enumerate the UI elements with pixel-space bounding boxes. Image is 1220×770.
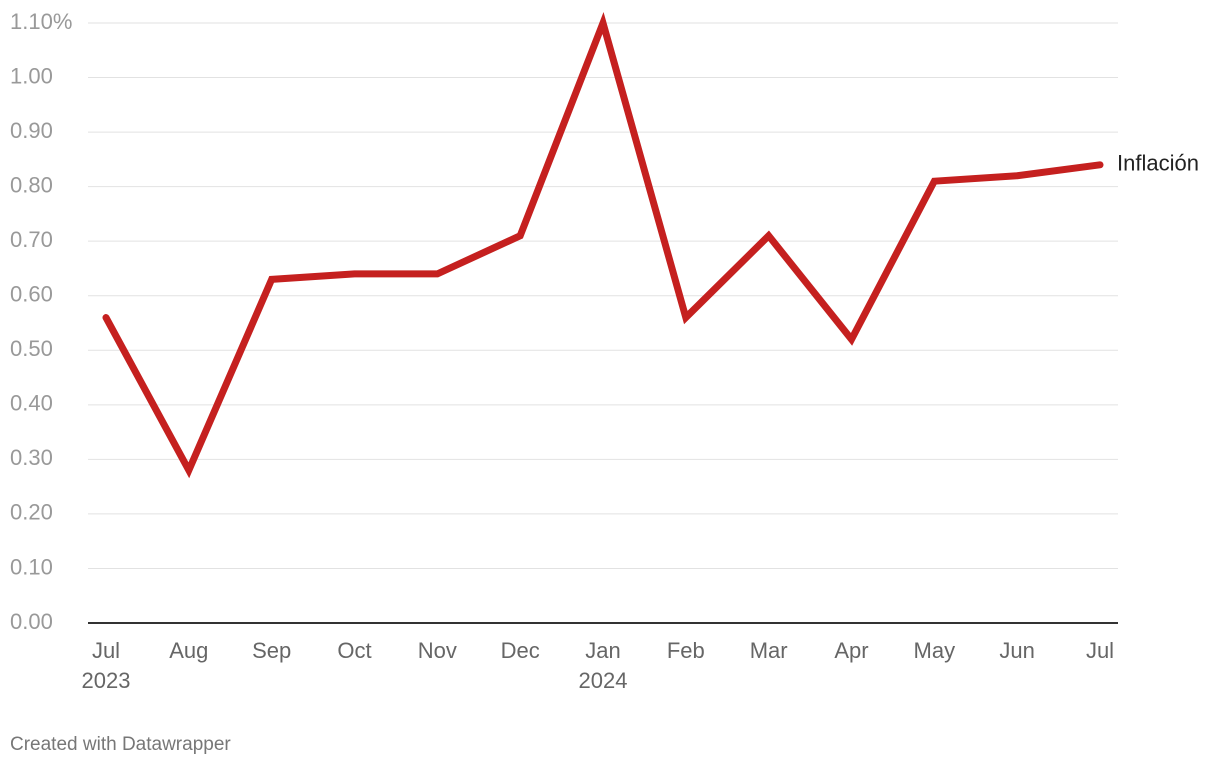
y-tick-label: 0.10 bbox=[10, 554, 53, 579]
y-tick-label: 0.00 bbox=[10, 609, 53, 634]
source-note: Created with Datawrapper bbox=[10, 734, 231, 755]
y-tick-label: 0.70 bbox=[10, 227, 53, 252]
x-tick-label: Aug bbox=[169, 638, 209, 663]
y-tick-label: 0.90 bbox=[10, 118, 53, 143]
series-label: Inflación bbox=[1117, 151, 1199, 176]
x-tick-label: Oct bbox=[337, 638, 372, 663]
y-tick-label: 0.80 bbox=[10, 172, 53, 197]
x-tick-label: Nov bbox=[417, 638, 457, 663]
x-tick-label: Jan 2024 bbox=[578, 638, 628, 693]
x-tick-label: Feb bbox=[666, 638, 705, 663]
x-tick-label: Sep bbox=[252, 638, 292, 663]
x-tick-label: Mar bbox=[749, 638, 788, 663]
x-tick-label: Dec bbox=[500, 638, 540, 663]
x-tick-label: May bbox=[913, 638, 956, 663]
x-tick-label: Apr bbox=[834, 638, 869, 663]
y-tick-label: 0.50 bbox=[10, 336, 53, 361]
y-tick-label: 0.30 bbox=[10, 445, 53, 470]
y-tick-label: 0.60 bbox=[10, 282, 53, 307]
y-tick-label: 0.20 bbox=[10, 500, 53, 525]
x-tick-label: Jun bbox=[999, 638, 1035, 663]
y-tick-label: 1.00 bbox=[10, 63, 53, 88]
x-tick-label: Jul 2023 bbox=[81, 638, 131, 693]
y-tick-label: 1.10% bbox=[10, 9, 72, 34]
x-tick-label: Jul bbox=[1085, 638, 1115, 663]
y-tick-label: 0.40 bbox=[10, 391, 53, 416]
line bbox=[102, 11, 1104, 479]
